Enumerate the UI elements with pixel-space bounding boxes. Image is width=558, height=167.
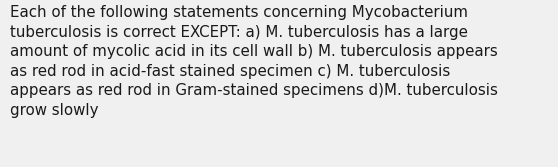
Text: Each of the following statements concerning Mycobacterium
tuberculosis is correc: Each of the following statements concern…	[10, 5, 498, 118]
